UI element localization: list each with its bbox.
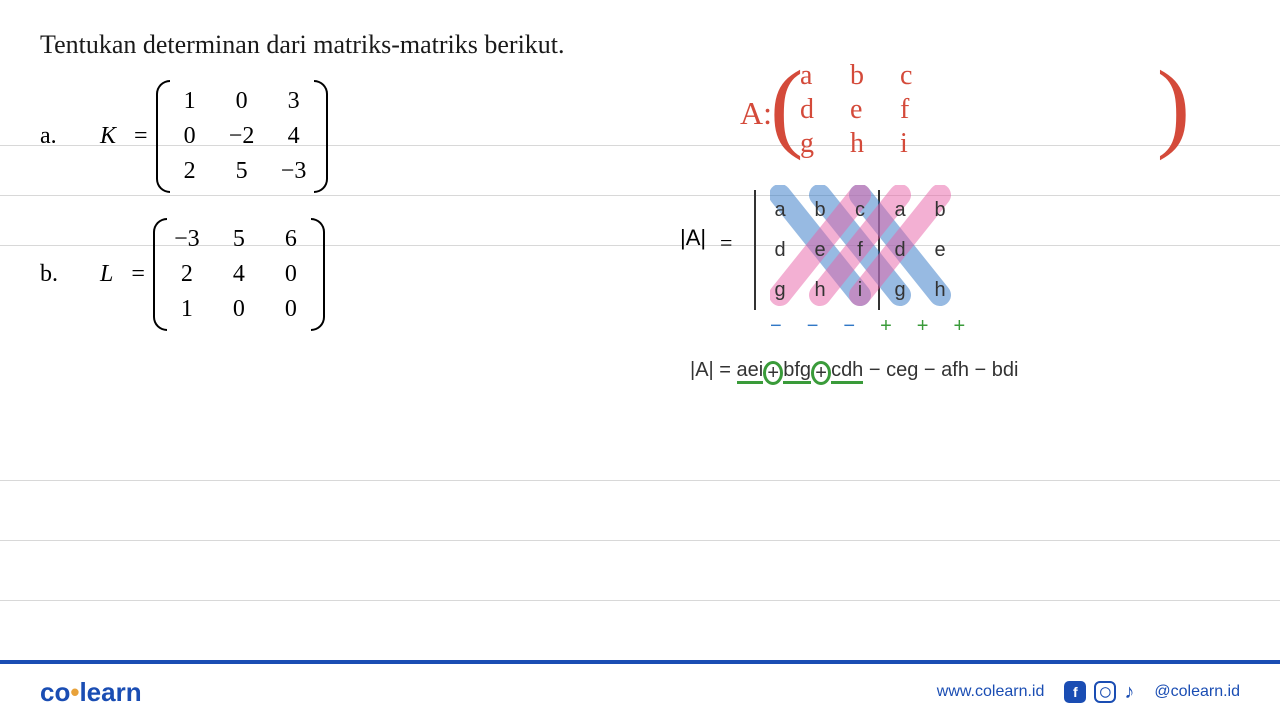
question-title: Tentukan determinan dari matriks-matriks… (40, 30, 1240, 60)
determinant-formula: |A| = aei+bfg+cdh − ceg − afh − bdi (690, 358, 1240, 382)
sarrus-diagram: |A| = a b c a b d e f d e g h i (740, 190, 1240, 338)
problem-a-label: a. (40, 123, 70, 150)
footer-url: www.colearn.id (937, 683, 1045, 701)
brand-logo: co•learn (40, 677, 142, 708)
instagram-icon: ◯ (1094, 681, 1116, 703)
sarrus-signs: − − − + + + (770, 315, 1240, 338)
social-icons: f ◯ ♪ (1064, 681, 1134, 704)
matrix-var-l: L (100, 261, 113, 288)
footer-handle: @colearn.id (1154, 683, 1240, 701)
problem-b-label: b. (40, 261, 70, 288)
matrix-var-k: K (100, 123, 116, 150)
tiktok-icon: ♪ (1124, 681, 1134, 704)
matrix-k: 1 0 3 0 −2 4 2 5 −3 (156, 80, 328, 193)
footer: co•learn www.colearn.id f ◯ ♪ @colearn.i… (0, 660, 1280, 720)
matrix-l: −3 5 6 2 4 0 1 0 0 (153, 218, 325, 331)
handwritten-generic-matrix: A: ( a b c d e f g h i ) (790, 60, 1240, 160)
explanation-panel: A: ( a b c d e f g h i ) |A| = (720, 60, 1240, 382)
facebook-icon: f (1064, 681, 1086, 703)
